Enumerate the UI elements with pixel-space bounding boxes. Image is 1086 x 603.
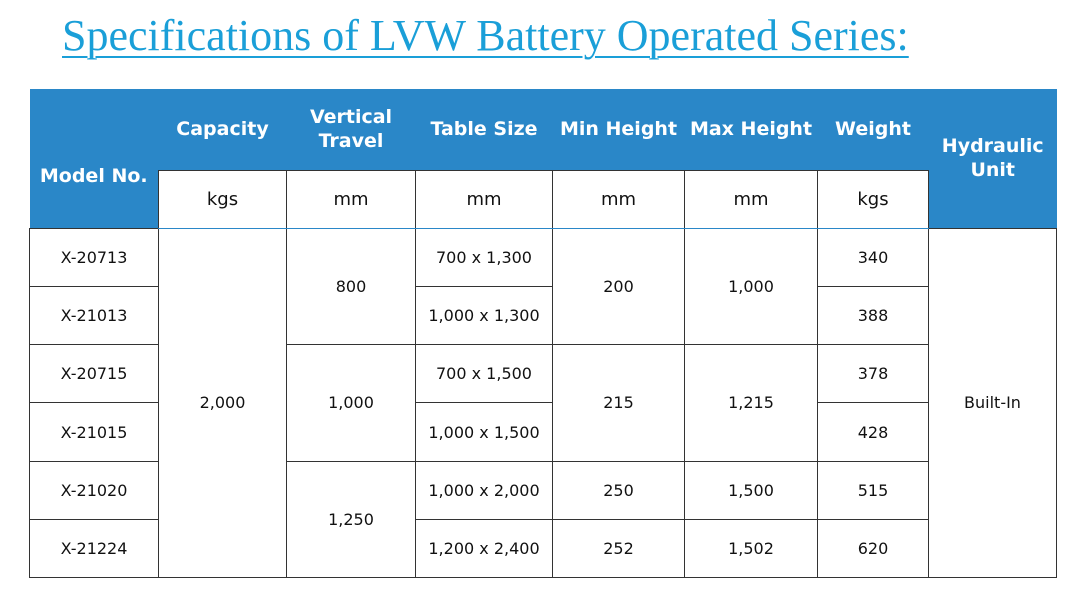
weight-cell: 515	[817, 460, 929, 520]
model-cell: X-21015	[29, 402, 159, 462]
table-row: X-20713 2,000 800 700 x 1,300 200 1,000 …	[29, 227, 1057, 579]
travel-cell: 1,000	[286, 344, 416, 462]
header-row: Model No. Capacity Vertical Travel Table…	[29, 89, 1057, 229]
model-cell: X-21224	[29, 518, 159, 579]
header-min-height: Min Height	[552, 89, 685, 171]
unit-weight: kgs	[817, 169, 929, 229]
table-row: X-21020 1,250 1,000 x 2,000 250 1,500 51…	[29, 460, 1057, 579]
model-cell: X-20715	[29, 344, 159, 404]
min-height-cell: 215	[552, 344, 685, 462]
specifications-table: Model No. Capacity Vertical Travel Table…	[29, 89, 1057, 579]
min-height-cell: 200	[552, 227, 685, 346]
header-capacity: Capacity	[158, 89, 287, 171]
capacity-cell: 2,000	[158, 227, 287, 579]
model-cell: X-21020	[29, 460, 159, 520]
max-height-cell: 1,500	[684, 460, 818, 520]
table-size-cell: 1,000 x 1,300	[415, 286, 553, 346]
header-table-size: Table Size	[415, 89, 553, 171]
header-weight: Weight	[817, 89, 929, 171]
max-height-cell: 1,215	[684, 344, 818, 462]
units-row: kgs mm mm mm mm kgs	[30, 169, 1057, 229]
travel-cell: 800	[286, 227, 416, 346]
min-height-cell: 250	[552, 460, 685, 520]
min-height-cell: 252	[552, 518, 685, 579]
weight-cell: 428	[817, 402, 929, 462]
travel-cell: 1,250	[286, 460, 416, 579]
table-size-cell: 1,200 x 2,400	[415, 518, 553, 579]
max-height-cell: 1,000	[684, 227, 818, 346]
unit-capacity: kgs	[158, 169, 287, 229]
table-size-cell: 1,000 x 2,000	[415, 460, 553, 520]
table-row: X-21224 1,200 x 2,400 252 1,502 620	[29, 518, 1057, 579]
table-row: X-21015 1,000 x 1,500 428	[29, 402, 1057, 462]
unit-table-size: mm	[415, 169, 553, 229]
page-title: Specifications of LVW Battery Operated S…	[62, 11, 909, 60]
table-row: X-20715 1,000 700 x 1,500 215 1,215 378	[29, 344, 1057, 462]
table-size-cell: 700 x 1,300	[415, 227, 553, 288]
header-max-height: Max Height	[684, 89, 818, 171]
weight-cell: 378	[817, 344, 929, 404]
max-height-cell: 1,502	[684, 518, 818, 579]
header-hydraulic-unit: Hydraulic Unit	[928, 89, 1057, 229]
unit-max-height: mm	[684, 169, 818, 229]
unit-min-height: mm	[552, 169, 685, 229]
weight-cell: 620	[817, 518, 929, 579]
hydraulic-cell: Built-In	[928, 227, 1057, 579]
model-cell: X-21013	[29, 286, 159, 346]
header-vertical-travel: Vertical Travel	[286, 89, 416, 171]
table-size-cell: 700 x 1,500	[415, 344, 553, 404]
weight-cell: 388	[817, 286, 929, 346]
header-model-no: Model No.	[29, 89, 159, 229]
weight-cell: 340	[817, 227, 929, 288]
model-cell: X-20713	[29, 227, 159, 288]
table-size-cell: 1,000 x 1,500	[415, 402, 553, 462]
unit-travel: mm	[286, 169, 416, 229]
table-row: X-21013 1,000 x 1,300 388	[29, 286, 1057, 346]
